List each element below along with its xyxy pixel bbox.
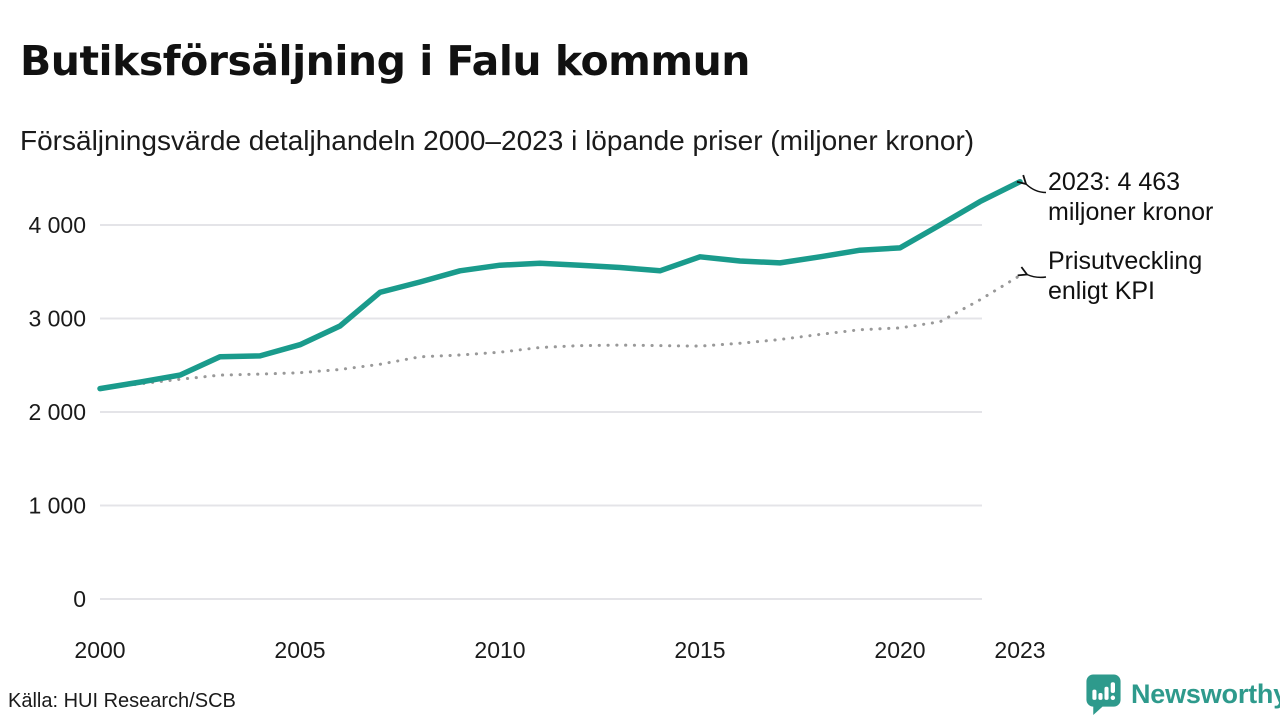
y-axis-tick-labels: 0 1 000 2 000 3 000 4 000 bbox=[28, 212, 86, 612]
gridlines bbox=[100, 224, 982, 600]
annotation-latest-line1: 2023: 4 463 bbox=[1048, 168, 1181, 196]
x-axis-tick-labels: 2000 2005 2010 2015 2020 2023 bbox=[74, 637, 1045, 663]
annotation-latest-value: 2023: 4 463 miljoner kronor bbox=[1048, 167, 1213, 227]
annotation-arrow-kpi-icon bbox=[1027, 275, 1047, 279]
y-tick-label: 1 000 bbox=[28, 493, 86, 519]
y-tick-label: 4 000 bbox=[28, 212, 86, 238]
kpi-dotted-line bbox=[98, 274, 1022, 391]
x-tick-label: 2005 bbox=[274, 637, 325, 663]
y-tick-label: 2 000 bbox=[28, 399, 86, 425]
annotation-latest-line2: miljoner kronor bbox=[1048, 198, 1214, 226]
x-tick-label: 2010 bbox=[474, 637, 525, 663]
annotation-kpi-label: Prisutveckling enligt KPI bbox=[1048, 246, 1202, 306]
x-tick-label: 2000 bbox=[74, 637, 125, 663]
chart-subtitle: Försäljningsvärde detaljhandeln 2000–202… bbox=[20, 125, 975, 156]
x-tick-label: 2020 bbox=[874, 637, 925, 663]
chart-title: Butiksförsäljning i Falu kommun bbox=[20, 37, 751, 86]
newsworthy-logo: Newsworthy bbox=[1084, 673, 1280, 715]
y-tick-label: 3 000 bbox=[28, 306, 86, 332]
newsworthy-speech-bubble-bar-chart-icon bbox=[1086, 674, 1121, 715]
annotation-kpi-line2: enligt KPI bbox=[1048, 277, 1156, 305]
x-tick-label: 2023 bbox=[994, 637, 1045, 663]
newsworthy-wordmark: Newsworthy bbox=[1131, 678, 1280, 709]
x-tick-label: 2015 bbox=[674, 637, 725, 663]
sales-line bbox=[97, 178, 1023, 392]
source-credit: Källa: HUI Research/SCB bbox=[8, 690, 236, 712]
annotation-arrow-latest-icon bbox=[1026, 184, 1047, 194]
y-tick-label: 0 bbox=[73, 586, 86, 612]
annotation-kpi-line1: Prisutveckling bbox=[1048, 247, 1203, 275]
